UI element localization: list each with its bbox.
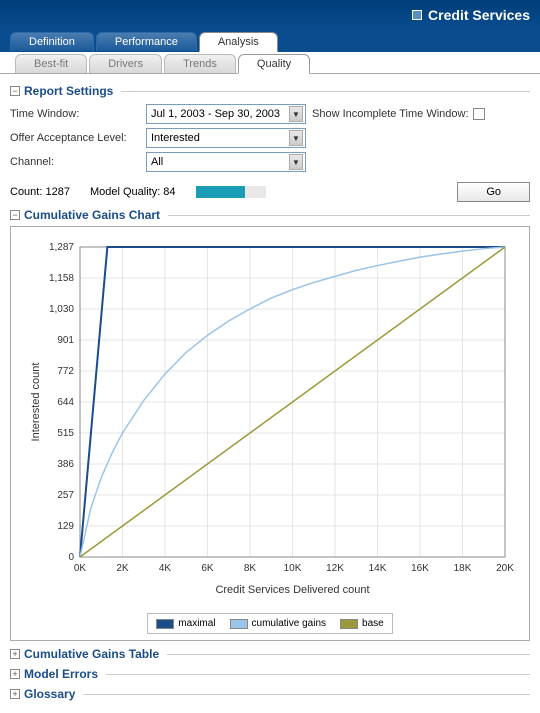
svg-text:20K: 20K <box>496 563 514 574</box>
chart-container: 0K 2K 4K 6K 8K 10K 12K 14K 16K 18K 20K 0 129 257 386 51… <box>10 226 530 641</box>
svg-text:386: 386 <box>57 459 74 470</box>
report-settings-header: − Report Settings <box>10 84 530 98</box>
svg-text:1,287: 1,287 <box>49 242 74 253</box>
svg-text:Interested count: Interested count <box>30 363 42 442</box>
legend-label: base <box>362 618 384 629</box>
legend-label: cumulative gains <box>252 618 326 629</box>
subtab-best-fit[interactable]: Best-fit <box>15 54 87 73</box>
collapsed-section: + Glossary <box>10 687 530 701</box>
chart-section-header: − Cumulative Gains Chart <box>10 208 530 222</box>
svg-text:644: 644 <box>57 397 74 408</box>
legend-swatch <box>156 619 174 629</box>
collapsed-section: + Cumulative Gains Table <box>10 647 530 661</box>
tab-performance[interactable]: Performance <box>96 32 197 51</box>
expand-toggle-icon[interactable]: + <box>10 669 20 679</box>
section-title: Glossary <box>24 687 75 701</box>
svg-text:18K: 18K <box>454 563 472 574</box>
cumulative-gains-chart: 0K 2K 4K 6K 8K 10K 12K 14K 16K 18K 20K 0 129 257 386 51… <box>25 237 515 607</box>
channel-label: Channel: <box>10 156 140 168</box>
svg-text:16K: 16K <box>411 563 429 574</box>
svg-text:2K: 2K <box>116 563 129 574</box>
channel-select[interactable]: All ▼ <box>146 152 306 172</box>
svg-text:1,158: 1,158 <box>49 273 74 284</box>
legend-item: base <box>340 618 384 629</box>
legend-swatch <box>340 619 358 629</box>
credit-services-icon <box>412 10 422 20</box>
legend-label: maximal <box>178 618 215 629</box>
show-incomplete-row: Show Incomplete Time Window: <box>312 108 530 120</box>
chevron-down-icon: ▼ <box>289 106 303 122</box>
svg-text:1,030: 1,030 <box>49 304 74 315</box>
offer-acceptance-label: Offer Acceptance Level: <box>10 132 140 144</box>
svg-text:901: 901 <box>57 335 74 346</box>
section-title: Report Settings <box>24 84 113 98</box>
chevron-down-icon: ▼ <box>289 154 303 170</box>
go-button[interactable]: Go <box>457 182 530 202</box>
divider <box>106 674 530 675</box>
tab-analysis[interactable]: Analysis <box>199 32 278 52</box>
show-incomplete-label: Show Incomplete Time Window: <box>312 108 469 120</box>
svg-text:0K: 0K <box>74 563 87 574</box>
section-title: Model Errors <box>24 667 98 681</box>
collapse-toggle-icon[interactable]: − <box>10 210 20 220</box>
collapsed-section: + Model Errors <box>10 667 530 681</box>
divider <box>121 91 530 92</box>
sub-tab-bar: Best-fitDriversTrendsQuality <box>0 52 540 74</box>
stats-row: Count: 1287 Model Quality: 84 Go <box>10 182 530 202</box>
header-title-row: Credit Services <box>412 7 530 23</box>
svg-text:257: 257 <box>57 490 74 501</box>
quality-label: Model Quality: 84 <box>90 186 176 198</box>
section-title: Cumulative Gains Table <box>24 647 159 661</box>
svg-text:4K: 4K <box>159 563 172 574</box>
divider <box>168 215 530 216</box>
time-window-label: Time Window: <box>10 108 140 120</box>
legend-item: cumulative gains <box>230 618 326 629</box>
svg-text:Credit Services Delivered coun: Credit Services Delivered count <box>215 584 369 596</box>
divider <box>83 694 530 695</box>
subtab-trends[interactable]: Trends <box>164 54 236 73</box>
main-tab-bar: DefinitionPerformanceAnalysis <box>0 30 540 52</box>
svg-text:12K: 12K <box>326 563 344 574</box>
legend-swatch <box>230 619 248 629</box>
legend-item: maximal <box>156 618 215 629</box>
time-window-value: Jul 1, 2003 - Sep 30, 2003 <box>151 108 280 120</box>
svg-text:0: 0 <box>68 552 74 563</box>
subtab-drivers[interactable]: Drivers <box>89 54 162 73</box>
offer-acceptance-select[interactable]: Interested ▼ <box>146 128 306 148</box>
svg-text:515: 515 <box>57 428 74 439</box>
svg-text:14K: 14K <box>369 563 387 574</box>
tab-definition[interactable]: Definition <box>10 32 94 51</box>
svg-text:8K: 8K <box>244 563 257 574</box>
expand-toggle-icon[interactable]: + <box>10 689 20 699</box>
header-title: Credit Services <box>428 7 530 23</box>
app-header: Credit Services <box>0 0 540 30</box>
chevron-down-icon: ▼ <box>289 130 303 146</box>
expand-toggle-icon[interactable]: + <box>10 649 20 659</box>
offer-acceptance-value: Interested <box>151 132 200 144</box>
quality-bar <box>196 186 266 198</box>
count-label: Count: 1287 <box>10 186 70 198</box>
subtab-quality[interactable]: Quality <box>238 54 310 74</box>
svg-text:772: 772 <box>57 366 74 377</box>
divider <box>167 654 530 655</box>
section-title: Cumulative Gains Chart <box>24 208 160 222</box>
svg-text:10K: 10K <box>284 563 302 574</box>
chart-legend: maximal cumulative gains base <box>147 613 392 634</box>
time-window-select[interactable]: Jul 1, 2003 - Sep 30, 2003 ▼ <box>146 104 306 124</box>
collapse-toggle-icon[interactable]: − <box>10 86 20 96</box>
svg-text:6K: 6K <box>201 563 214 574</box>
show-incomplete-checkbox[interactable] <box>473 108 485 120</box>
quality-bar-fill <box>196 186 245 198</box>
channel-value: All <box>151 156 163 168</box>
svg-text:129: 129 <box>57 521 74 532</box>
